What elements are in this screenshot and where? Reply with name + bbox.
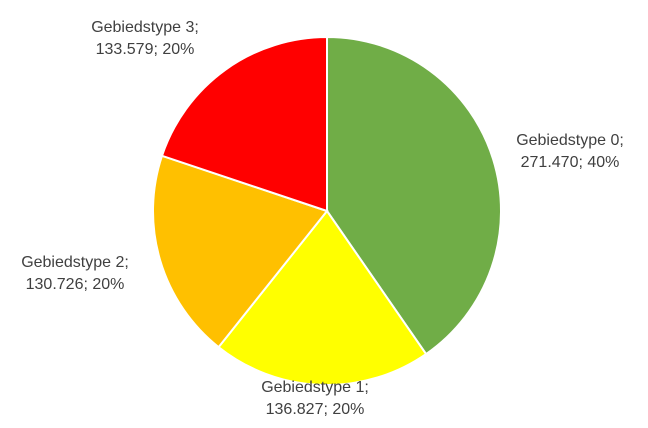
slice-value: 136.827; 20% [266,401,365,418]
slice-category: Gebiedstype 0; [516,132,624,149]
slice-label: Gebiedstype 3; 133.579; 20% [91,19,199,58]
pie-slice [217,209,428,386]
slice-category: Gebiedstype 3; [91,19,199,36]
slice-category: Gebiedstype 1; [261,379,369,396]
slice-value: 271.470; 40% [521,154,620,171]
slice-category: Gebiedstype 2; [21,254,129,271]
slice-label: Gebiedstype 0; 271.470; 40% [516,132,624,171]
pie-slice [152,154,329,349]
slice-value: 130.726; 20% [26,276,125,293]
pie-slice [326,35,502,356]
slice-label: Gebiedstype 1; 136.827; 20% [261,379,369,418]
pie-slice [160,35,328,213]
slice-label: Gebiedstype 2; 130.726; 20% [21,254,129,293]
slice-value: 133.579; 20% [96,41,195,58]
